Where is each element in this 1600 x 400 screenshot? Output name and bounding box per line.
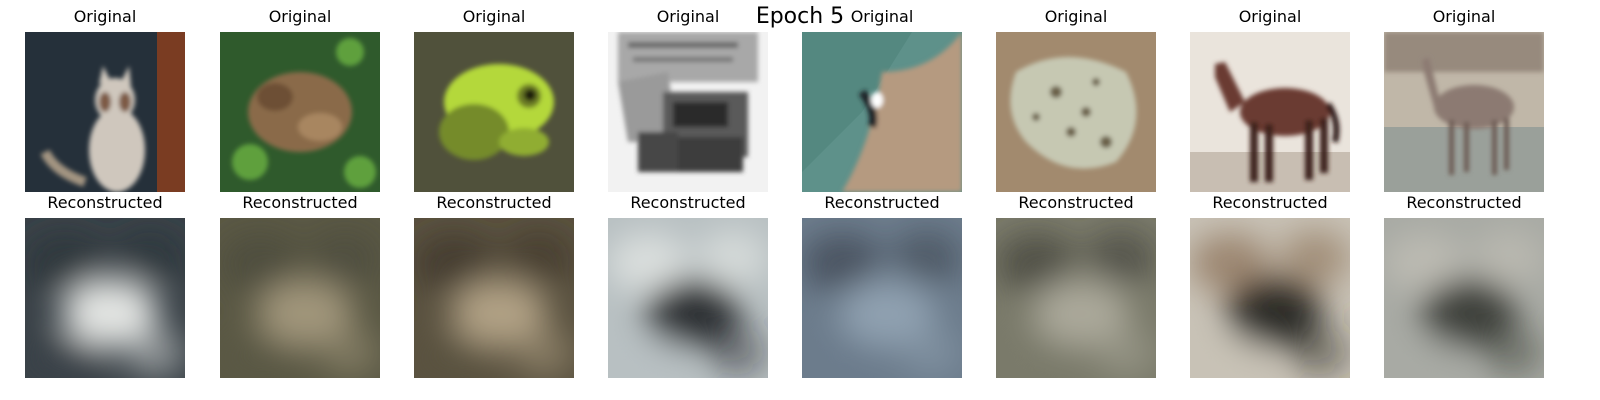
original-panel-5: Original xyxy=(802,7,962,192)
reconstructed-image xyxy=(1190,218,1350,378)
original-image xyxy=(996,32,1156,192)
original-image xyxy=(1190,32,1350,192)
original-panel-8: Original xyxy=(1384,7,1544,192)
reconstructed-image xyxy=(414,218,574,378)
original-image xyxy=(802,32,962,192)
reconstructed-image xyxy=(608,218,768,378)
original-image xyxy=(25,32,185,192)
reconstructed-label: Reconstructed xyxy=(47,193,163,212)
original-label: Original xyxy=(73,7,137,26)
original-panel-1: Original xyxy=(25,7,185,192)
original-label: Original xyxy=(268,7,332,26)
original-panel-7: Original xyxy=(1190,7,1350,192)
reconstructed-label: Reconstructed xyxy=(1212,193,1328,212)
figure-title: Epoch 5 xyxy=(755,4,845,29)
original-image xyxy=(414,32,574,192)
original-label: Original xyxy=(1432,7,1496,26)
original-image xyxy=(1384,32,1544,192)
reconstructed-image xyxy=(996,218,1156,378)
original-panel-3: Original xyxy=(414,7,574,192)
original-image xyxy=(220,32,380,192)
original-panel-6: Original xyxy=(996,7,1156,192)
reconstructed-label: Reconstructed xyxy=(824,193,940,212)
reconstructed-panel-6: Reconstructed xyxy=(996,193,1156,378)
reconstructed-panel-5: Reconstructed xyxy=(802,193,962,378)
original-panel-4: Original xyxy=(608,7,768,192)
reconstructed-image xyxy=(220,218,380,378)
reconstructed-panel-7: Reconstructed xyxy=(1190,193,1350,378)
reconstructed-panel-1: Reconstructed xyxy=(25,193,185,378)
reconstructed-image xyxy=(25,218,185,378)
reconstructed-label: Reconstructed xyxy=(1018,193,1134,212)
original-label: Original xyxy=(1238,7,1302,26)
original-label: Original xyxy=(656,7,720,26)
original-label: Original xyxy=(462,7,526,26)
reconstructed-panel-4: Reconstructed xyxy=(608,193,768,378)
reconstructed-image xyxy=(802,218,962,378)
reconstructed-label: Reconstructed xyxy=(242,193,358,212)
reconstructed-panel-2: Reconstructed xyxy=(220,193,380,378)
reconstructed-image xyxy=(1384,218,1544,378)
original-label: Original xyxy=(850,7,914,26)
original-panel-2: Original xyxy=(220,7,380,192)
reconstructed-label: Reconstructed xyxy=(1406,193,1522,212)
reconstructed-label: Reconstructed xyxy=(630,193,746,212)
original-label: Original xyxy=(1044,7,1108,26)
reconstructed-panel-8: Reconstructed xyxy=(1384,193,1544,378)
reconstructed-panel-3: Reconstructed xyxy=(414,193,574,378)
original-image xyxy=(608,32,768,192)
reconstructed-label: Reconstructed xyxy=(436,193,552,212)
